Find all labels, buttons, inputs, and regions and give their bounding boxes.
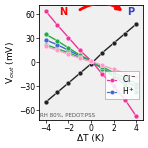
X-axis label: ΔT (K): ΔT (K) [77, 134, 105, 143]
Text: RH 80%, PEDOT:PSS: RH 80%, PEDOT:PSS [40, 113, 95, 118]
Y-axis label: V$_{out}$ (mV): V$_{out}$ (mV) [5, 41, 17, 84]
Legend: Cl$^-$, H$^+$: Cl$^-$, H$^+$ [105, 71, 139, 99]
Text: P: P [127, 7, 134, 17]
FancyArrowPatch shape [80, 3, 120, 10]
Text: N: N [59, 7, 67, 17]
